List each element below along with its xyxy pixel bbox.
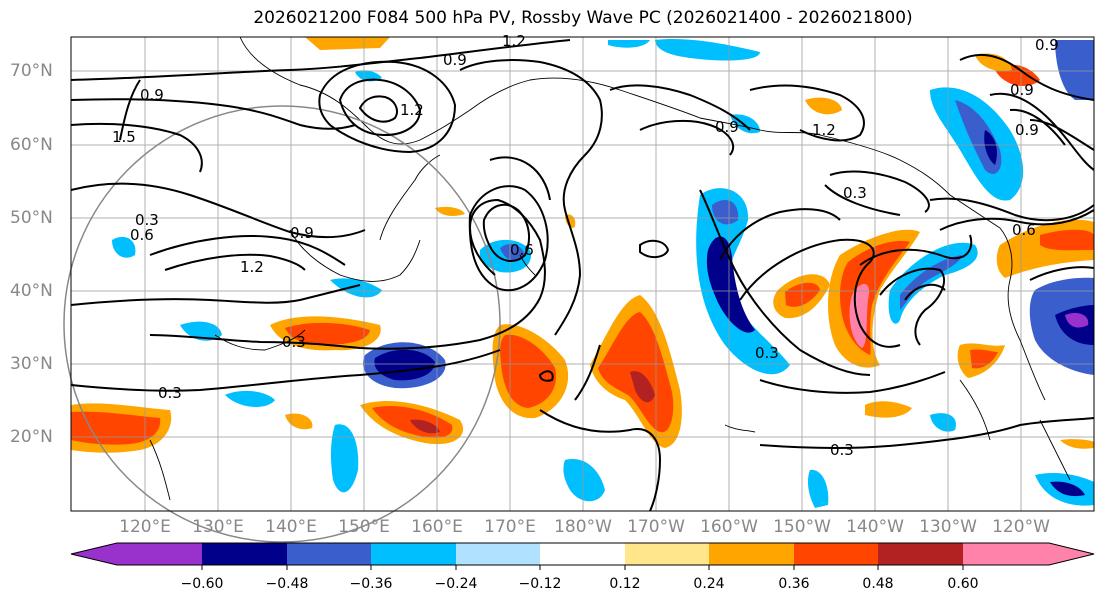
contour-label: 0.9 — [443, 51, 467, 69]
contour-label: 0.9 — [140, 86, 164, 104]
colorbar-tick-label: 0.12 — [609, 576, 641, 592]
lat-label: 60°N — [10, 135, 53, 155]
colorbar-tick-label: −0.24 — [434, 576, 478, 592]
lon-label: 130°E — [192, 517, 244, 537]
lat-label: 70°N — [10, 61, 53, 81]
lon-label: 120°E — [119, 517, 171, 537]
lon-label: 170°E — [484, 517, 536, 537]
colorbar-bin — [794, 543, 879, 565]
lon-label: 160°E — [411, 517, 463, 537]
lon-label: 150°W — [773, 517, 831, 537]
colorbar-tick-label: 0.60 — [947, 576, 979, 592]
lon-label: 170°W — [627, 517, 685, 537]
contour-label: 0.3 — [158, 384, 182, 402]
contour-label: 0.9 — [1035, 36, 1059, 54]
colorbar-tick-label: −0.36 — [349, 576, 393, 592]
lon-label: 150°E — [338, 517, 390, 537]
pv-contours — [70, 39, 1095, 512]
contour-label: 0.6 — [510, 241, 534, 259]
contour-label: 0.6 — [1012, 221, 1036, 239]
lon-label: 140°W — [846, 517, 904, 537]
colorbar-bin — [287, 543, 372, 565]
contour-label: 0.3 — [282, 333, 306, 351]
lon-label: 140°E — [265, 517, 317, 537]
map-title: 2026021200 F084 500 hPa PV, Rossby Wave … — [253, 8, 913, 28]
contour-label: 1.2 — [400, 101, 424, 119]
colorbar-max-extend — [1049, 543, 1094, 565]
contour-label: 1.5 — [112, 128, 136, 146]
lat-label: 30°N — [10, 354, 53, 374]
lon-label: 130°W — [919, 517, 977, 537]
contour-label: 0.3 — [135, 211, 159, 229]
contour-label: 0.3 — [843, 184, 867, 202]
colorbar-bin — [625, 543, 710, 565]
colorbar-bin — [878, 543, 963, 565]
colorbar-bin — [540, 543, 625, 565]
contour-label: 0.9 — [1010, 81, 1034, 99]
colorbar-bin — [456, 543, 541, 565]
graticule — [71, 37, 1094, 511]
contour-label: 0.9 — [290, 224, 314, 242]
contour-label: 0.3 — [830, 441, 854, 459]
coastlines — [149, 36, 1071, 501]
colorbar-bin — [963, 543, 1049, 565]
contour-label: 1.2 — [812, 121, 836, 139]
contour-label: 1.2 — [240, 258, 264, 276]
lat-label: 40°N — [10, 281, 53, 301]
contour-label: 0.3 — [755, 344, 779, 362]
contour-label: 1.2 — [502, 32, 526, 50]
map-frame — [70, 36, 1095, 512]
contour-labels: 1.2 0.9 0.9 1.5 1.2 0.9 0.3 0.6 1.2 0.6 … — [112, 32, 1059, 459]
colorbar-min-extend — [71, 543, 117, 565]
colorbar-bin — [202, 543, 287, 565]
lon-label: 180°W — [554, 517, 612, 537]
lon-label: 160°W — [700, 517, 758, 537]
contour-label: 0.6 — [130, 226, 154, 244]
colorbar-tick-label: −0.48 — [265, 576, 309, 592]
colorbar-tick-label: 0.24 — [693, 576, 725, 592]
contour-label: 0.9 — [1015, 121, 1039, 139]
lat-label: 20°N — [10, 427, 53, 447]
colorbar-outline — [70, 542, 1095, 566]
lat-label: 50°N — [10, 208, 53, 228]
colorbar-bin — [117, 543, 202, 565]
colorbar-bin — [371, 543, 456, 565]
shaded-anomalies — [71, 37, 1094, 508]
colorbar-tick-label: −0.60 — [180, 576, 224, 592]
colorbar-tick-label: 0.48 — [862, 576, 894, 592]
lon-label: 120°W — [992, 517, 1050, 537]
colorbar-tick-label: 0.36 — [778, 576, 810, 592]
colorbar-tick-label: −0.12 — [518, 576, 562, 592]
colorbar-bin — [709, 543, 794, 565]
colorbar — [70, 542, 1095, 570]
contour-label: 0.9 — [715, 118, 739, 136]
reference-circle — [63, 105, 501, 543]
